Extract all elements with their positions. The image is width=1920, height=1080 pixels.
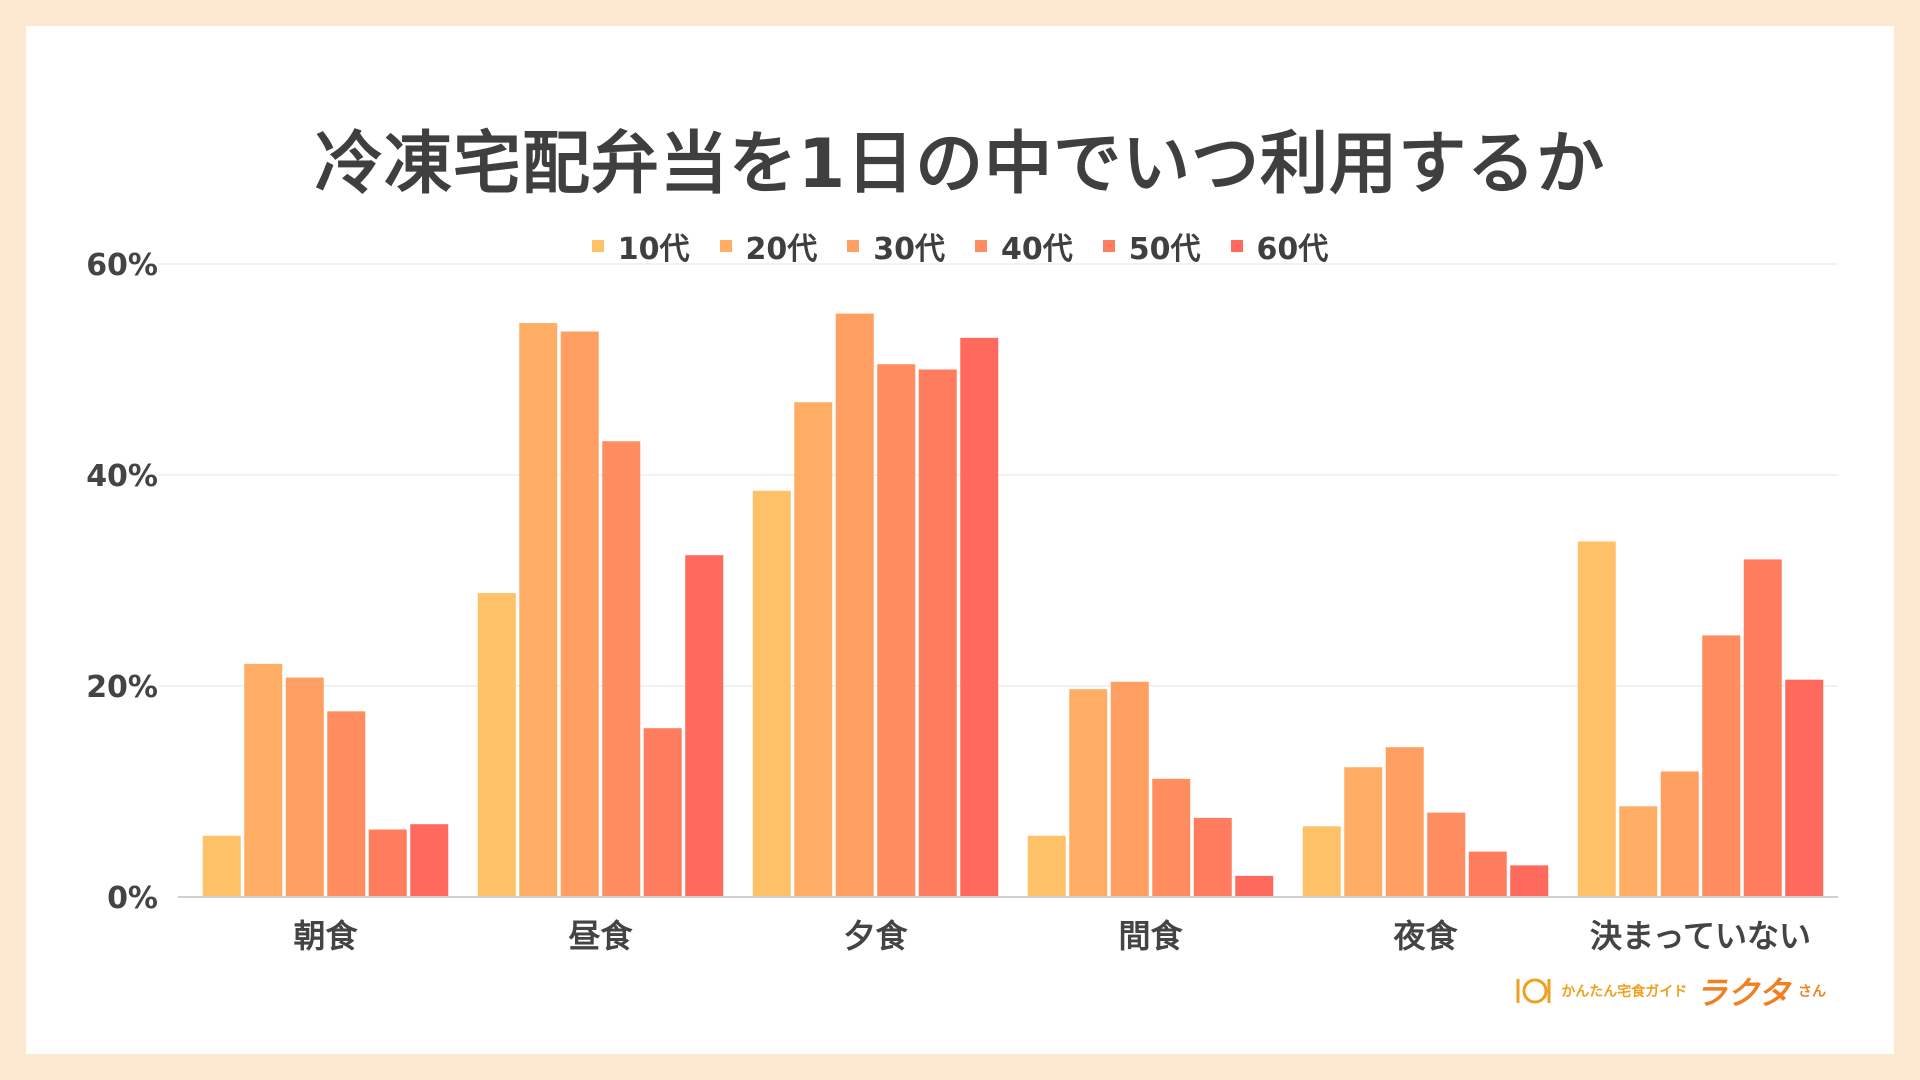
bar xyxy=(1660,771,1699,897)
y-tick-label: 60% xyxy=(86,248,158,283)
x-tick-label: 決まっていない xyxy=(1590,917,1811,955)
legend-label: 20代 xyxy=(745,232,818,267)
brand-tagline: かんたん宅食ガイド xyxy=(1561,984,1688,1000)
fork-plate-icon xyxy=(1516,978,1551,1004)
bar xyxy=(877,364,916,898)
bar xyxy=(1785,679,1824,897)
bar xyxy=(202,835,241,897)
legend-swatch xyxy=(975,240,987,252)
brand-logo: かんたん宅食ガイド ラクタ さん xyxy=(1513,968,1826,1014)
x-tick-label: 夜食 xyxy=(1392,917,1458,955)
bar xyxy=(1193,817,1232,897)
y-tick-label: 20% xyxy=(86,670,158,705)
bar xyxy=(602,441,641,897)
legend-swatch xyxy=(847,240,860,252)
bar xyxy=(1577,541,1616,897)
legend: 10代 20代 30代 40代 50代 60代 xyxy=(26,224,1894,268)
y-tick-label: 0% xyxy=(107,881,158,916)
bar xyxy=(960,337,999,898)
bar xyxy=(1235,875,1274,897)
bar xyxy=(1743,559,1782,897)
bar xyxy=(794,402,833,897)
legend-item: 40代 xyxy=(975,224,1073,268)
legend-label: 60代 xyxy=(1256,232,1329,267)
bar xyxy=(1344,767,1383,897)
legend-item: 10代 xyxy=(591,224,690,268)
bar xyxy=(285,677,324,897)
bar xyxy=(327,711,366,897)
legend-swatch xyxy=(719,240,732,252)
legend-item: 50代 xyxy=(1102,224,1201,268)
bar xyxy=(1152,778,1191,897)
x-tick-label: 昼食 xyxy=(568,917,633,955)
bar xyxy=(519,323,558,898)
legend-item: 20代 xyxy=(719,224,818,268)
bar xyxy=(1702,635,1741,897)
x-tick-label: 夕食 xyxy=(843,917,908,955)
bar xyxy=(368,829,407,897)
bar xyxy=(410,824,449,897)
brand-suffix: さん xyxy=(1798,984,1826,1000)
x-tick-label: 朝食 xyxy=(293,917,358,955)
y-tick-label: 40% xyxy=(86,459,158,494)
bar xyxy=(1069,689,1108,897)
bar xyxy=(918,369,957,897)
bar xyxy=(1385,747,1424,897)
legend-label: 40代 xyxy=(1001,232,1073,267)
bar-chart: 0% 20% 40% 60% 朝食 昼食 夕食 間食 夜食 決まっていない xyxy=(86,248,1838,955)
x-tick-label: 間食 xyxy=(1118,917,1183,955)
bar xyxy=(477,593,516,897)
legend-label: 50代 xyxy=(1128,232,1201,267)
bar xyxy=(1427,812,1466,897)
bar xyxy=(835,313,874,898)
legend-item: 30代 xyxy=(847,224,945,268)
legend-swatch xyxy=(1102,240,1115,252)
chart-card: 冷凍宅配弁当を1日の中でいつ利用するか 10代 20代 30代 40代 50代 … xyxy=(26,26,1894,1054)
legend-swatch xyxy=(1230,240,1243,252)
bar xyxy=(1510,865,1549,897)
bar xyxy=(1110,681,1149,897)
legend-label: 10代 xyxy=(617,232,690,267)
chart-title: 冷凍宅配弁当を1日の中でいつ利用するか xyxy=(314,125,1606,204)
legend-label: 30代 xyxy=(873,232,945,267)
bar xyxy=(1619,806,1658,897)
bar xyxy=(643,728,682,897)
bar xyxy=(560,331,599,897)
bar xyxy=(685,555,724,897)
brand-name: ラクタ xyxy=(1695,974,1790,1012)
bar xyxy=(1027,835,1066,897)
bar xyxy=(1302,826,1341,897)
legend-swatch xyxy=(591,240,604,252)
bar xyxy=(244,663,283,897)
legend-item: 60代 xyxy=(1230,224,1329,268)
bar xyxy=(752,490,791,897)
bar xyxy=(1468,851,1507,897)
